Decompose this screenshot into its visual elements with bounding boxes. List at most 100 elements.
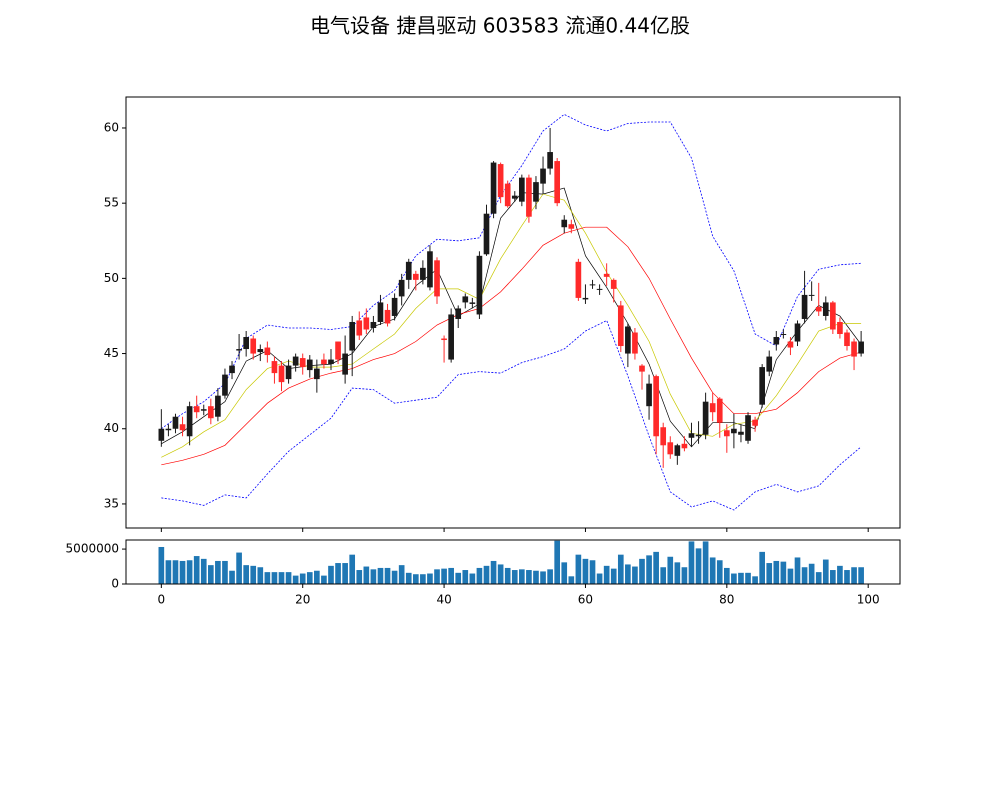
volume-bar <box>625 564 631 584</box>
candle-body <box>752 419 758 426</box>
volume-bar <box>540 571 546 584</box>
band-line <box>161 319 862 511</box>
candle-body <box>172 416 179 429</box>
volume-bar <box>179 560 186 584</box>
candle-body <box>830 302 836 330</box>
volume-bar <box>229 570 235 584</box>
volume-bar <box>370 569 377 584</box>
volume-bar <box>639 558 645 584</box>
candle-body <box>391 297 398 316</box>
y-tick-label: 50 <box>104 271 119 285</box>
volume-bar <box>745 572 751 584</box>
y-tick-label: 60 <box>104 120 119 134</box>
volume-bar <box>236 552 242 584</box>
candle-body <box>207 406 214 419</box>
y-tick-label: 45 <box>104 346 119 360</box>
volume-bar <box>723 567 730 584</box>
candle-body <box>186 406 193 437</box>
candle-body <box>264 347 271 356</box>
candle-body <box>285 365 292 380</box>
candle-body <box>356 320 363 336</box>
volume-bar <box>462 570 469 584</box>
candle-body <box>731 428 737 434</box>
volume-bar <box>476 567 483 584</box>
volume-bar <box>250 565 257 584</box>
volume-bar <box>547 569 553 584</box>
volume-bar <box>434 569 440 584</box>
volume-bar <box>801 567 808 584</box>
volume-bar <box>299 573 306 584</box>
candle-body <box>200 409 207 411</box>
volume-bar <box>342 563 348 584</box>
volume-bar <box>533 570 539 584</box>
volume-bar <box>271 572 278 584</box>
volume-bar <box>773 560 780 584</box>
volume-bar <box>858 567 864 584</box>
volume-bar <box>222 560 228 584</box>
volume-bar <box>519 569 525 584</box>
volume-bar <box>278 572 285 584</box>
volume-bar <box>653 551 659 584</box>
volume-bar <box>603 565 610 584</box>
candle-body <box>603 273 610 277</box>
volume-bar <box>617 554 624 584</box>
volume-bar <box>504 567 511 584</box>
volume-bar <box>427 573 433 584</box>
candle-body <box>568 224 575 229</box>
x-tick-label: 80 <box>719 593 734 607</box>
volume-bar <box>328 565 334 584</box>
candle-body <box>639 365 645 372</box>
candle-body <box>462 296 469 303</box>
candle-body <box>377 302 384 322</box>
volume-bar <box>681 567 688 584</box>
volume-bar <box>490 560 497 584</box>
candle-body <box>271 361 278 374</box>
candle-body <box>844 332 850 347</box>
volume-bar <box>391 570 398 584</box>
volume-bar <box>158 546 165 584</box>
candle-body <box>561 219 568 228</box>
candle-body <box>504 183 511 207</box>
x-tick-label: 20 <box>295 593 310 607</box>
candle-body <box>427 251 433 288</box>
y-tick-label: 55 <box>104 196 119 210</box>
candle-body <box>540 168 546 184</box>
candle-body <box>780 334 787 336</box>
candle-body <box>808 294 815 296</box>
candle-body <box>278 365 285 383</box>
volume-bar <box>830 570 836 584</box>
candle-body <box>448 314 454 360</box>
volume-bar <box>837 565 843 584</box>
candle-body <box>469 302 476 304</box>
candle-body <box>695 434 702 437</box>
candle-body <box>250 338 257 354</box>
y-tick-label: 0 <box>111 577 119 591</box>
candle-body <box>441 338 447 341</box>
candle-body <box>497 164 504 198</box>
candle-body <box>363 317 370 330</box>
volume-bar <box>363 566 370 584</box>
candle-body <box>335 341 341 360</box>
volume-bar <box>815 572 822 584</box>
candle-body <box>766 356 773 372</box>
volume-bar <box>610 568 617 584</box>
volume-bar <box>405 572 412 584</box>
candle-body <box>610 279 617 289</box>
volume-bar <box>844 570 850 584</box>
candle-body <box>794 323 801 342</box>
volume-bar <box>582 558 589 584</box>
chart-title: 电气设备 捷昌驱动 603583 流通0.44亿股 <box>310 14 690 38</box>
volume-bar <box>483 565 490 584</box>
candle-body <box>738 431 744 435</box>
volume-bar <box>794 557 801 584</box>
candle-body <box>292 356 299 366</box>
candle-body <box>582 297 589 300</box>
candle-body <box>526 177 532 217</box>
candle-body <box>215 395 221 417</box>
volume-bar <box>716 560 723 584</box>
candle-body <box>243 337 249 350</box>
candle-body <box>709 403 716 413</box>
candle-body <box>490 162 497 214</box>
candle-body <box>851 341 857 357</box>
volume-bar <box>851 567 857 584</box>
